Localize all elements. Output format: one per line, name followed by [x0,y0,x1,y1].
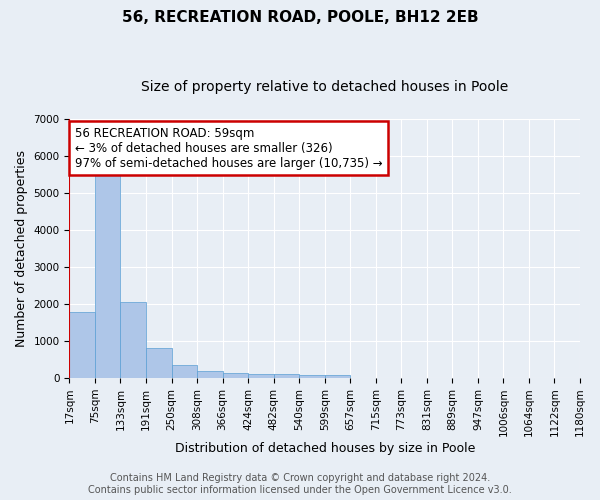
Bar [299,375,325,378]
Text: 56 RECREATION ROAD: 59sqm
← 3% of detached houses are smaller (326)
97% of semi-: 56 RECREATION ROAD: 59sqm ← 3% of detach… [74,126,382,170]
Bar [121,302,146,378]
Bar [223,373,248,378]
Y-axis label: Number of detached properties: Number of detached properties [15,150,28,347]
Bar [95,164,121,378]
Bar [248,374,274,378]
Bar [172,366,197,378]
Bar [146,348,172,378]
Text: Contains HM Land Registry data © Crown copyright and database right 2024.
Contai: Contains HM Land Registry data © Crown c… [88,474,512,495]
Title: Size of property relative to detached houses in Poole: Size of property relative to detached ho… [141,80,508,94]
Bar [274,374,299,378]
Bar [325,375,350,378]
X-axis label: Distribution of detached houses by size in Poole: Distribution of detached houses by size … [175,442,475,455]
Text: 56, RECREATION ROAD, POOLE, BH12 2EB: 56, RECREATION ROAD, POOLE, BH12 2EB [122,10,478,25]
Bar [197,370,223,378]
Bar [70,312,95,378]
